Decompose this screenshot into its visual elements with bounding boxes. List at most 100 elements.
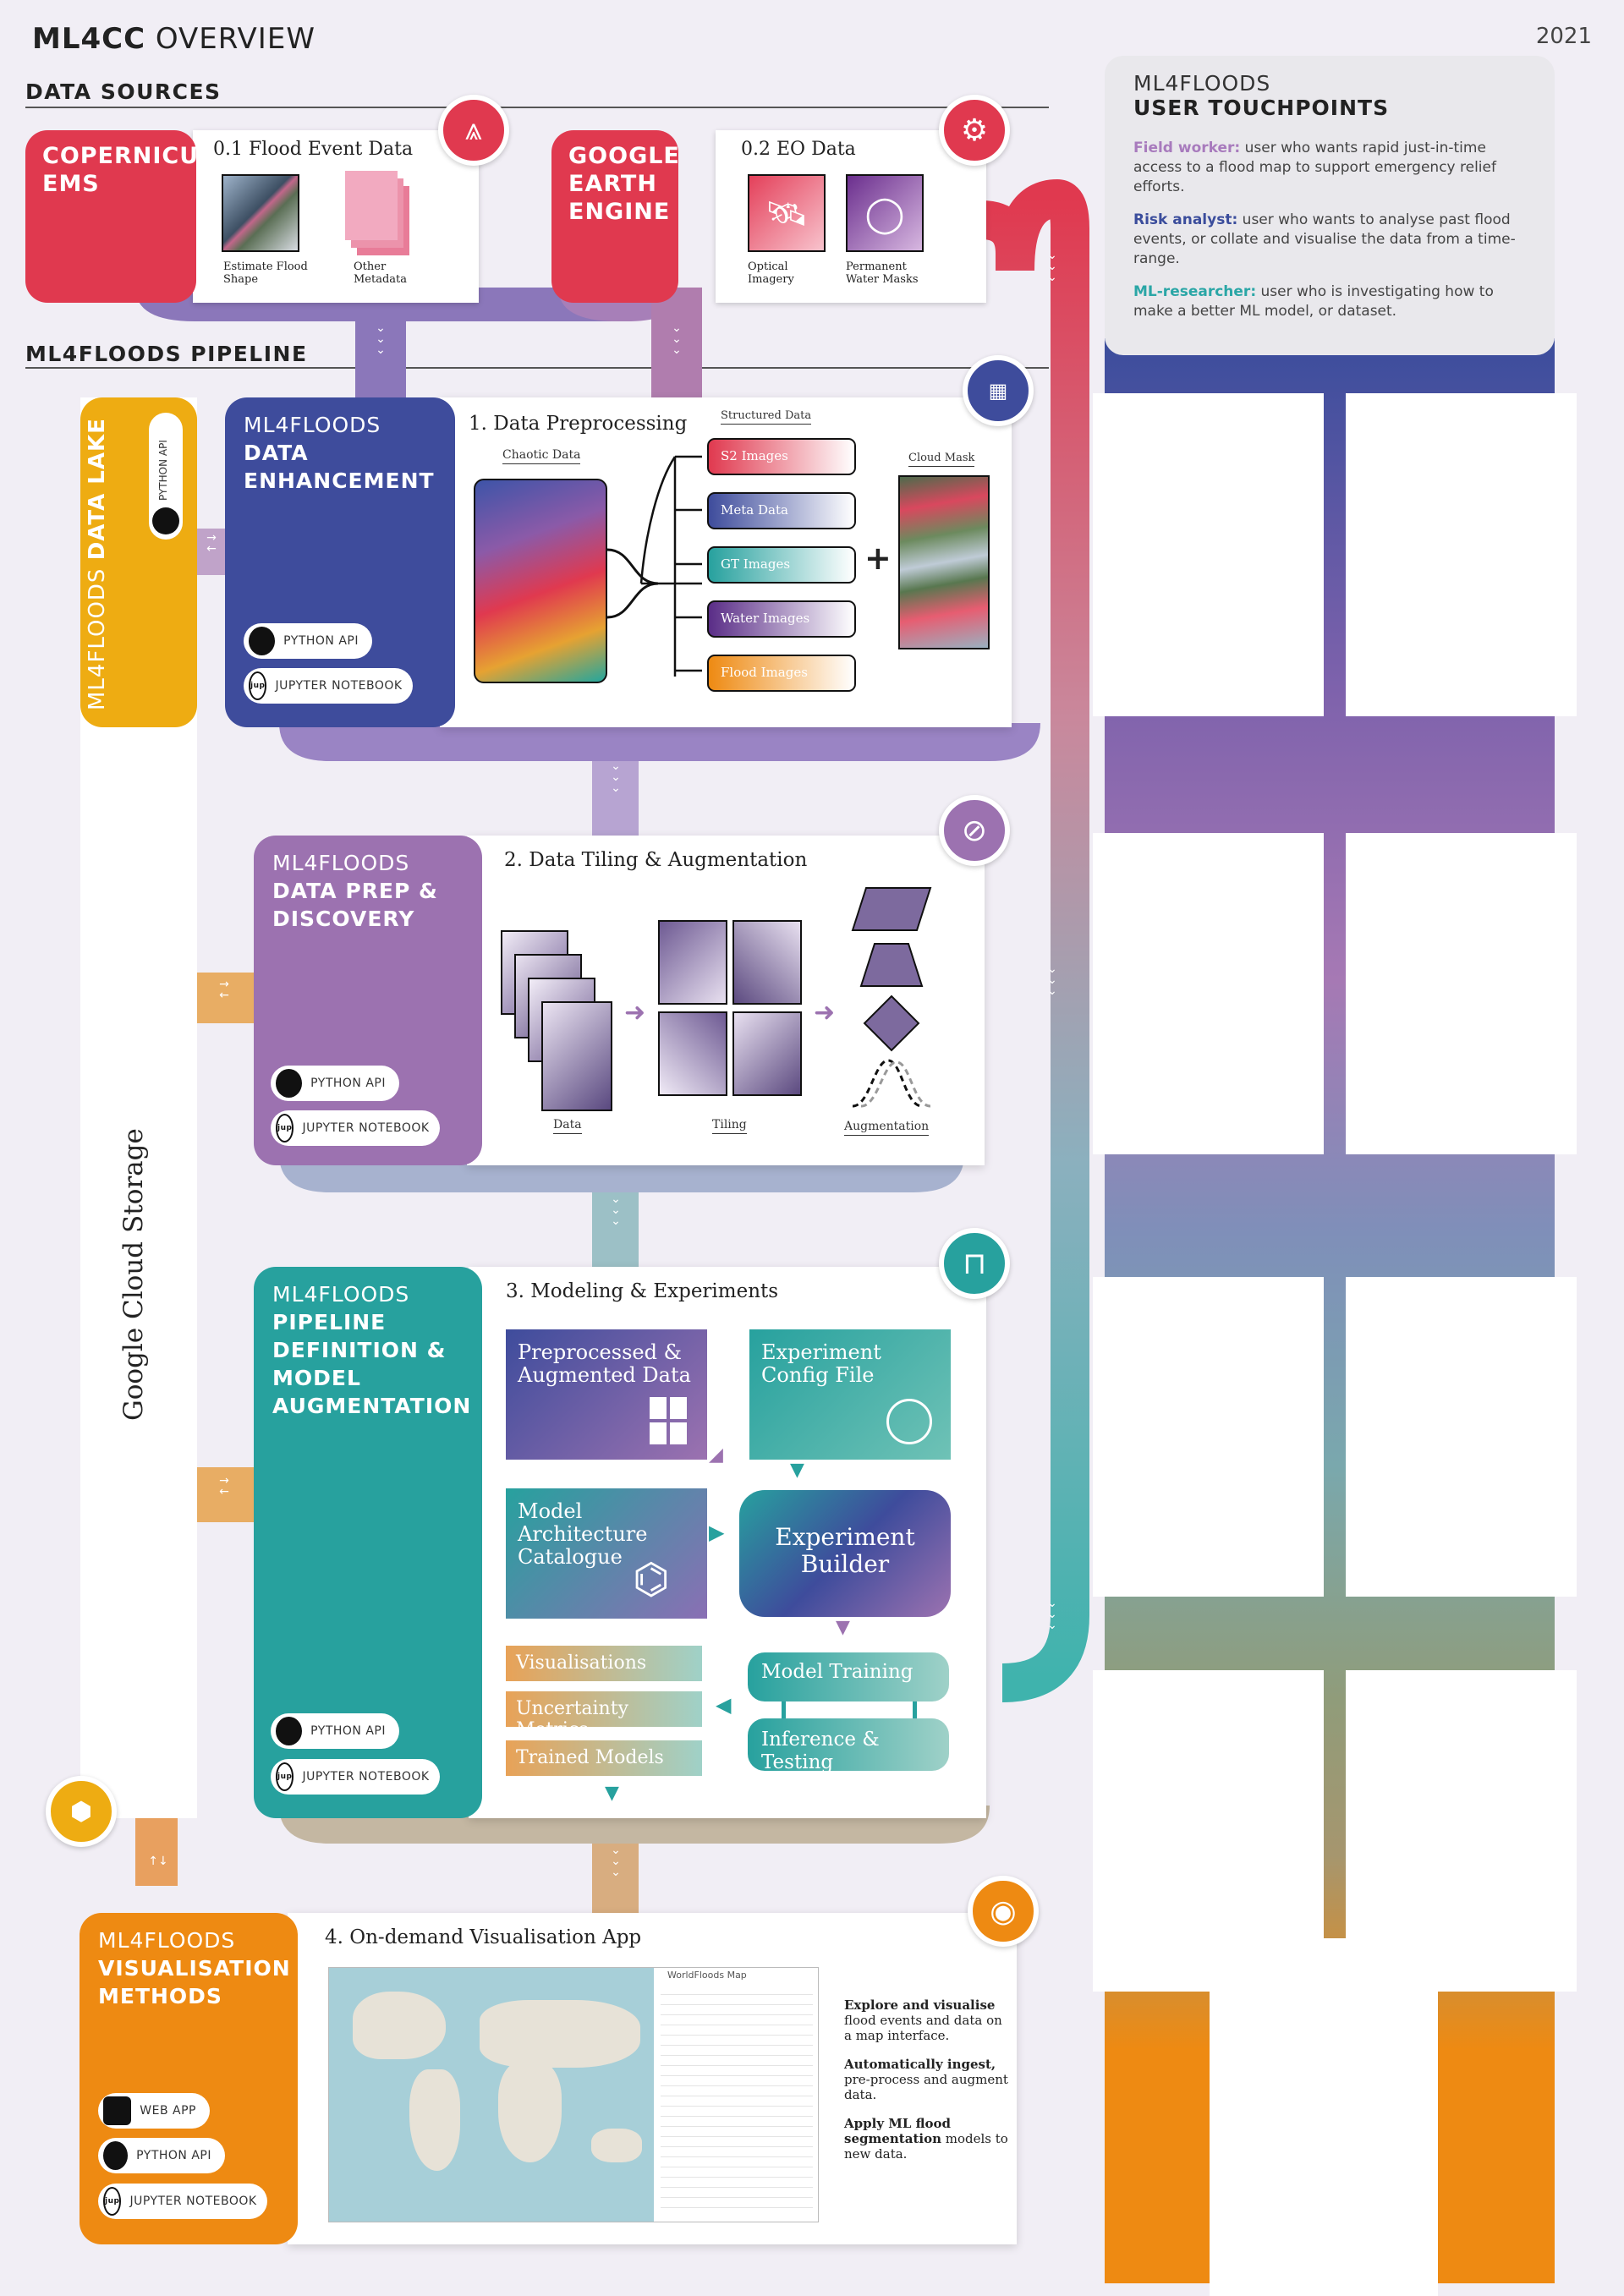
stage4-title: VISUALISATION METHODS — [98, 1956, 291, 2008]
cloud-mask-label: Cloud Mask — [908, 452, 975, 467]
jupyter-icon: jup — [249, 671, 267, 700]
uncertainty-output: Uncertainty Metrics — [506, 1691, 702, 1740]
visualisations-output: Visualisations — [506, 1646, 702, 1681]
neural-network-icon: ⌬ — [633, 1554, 670, 1603]
gee-title: 0.2 EO Data — [741, 139, 856, 160]
inference-testing-block: Inference & Testing — [748, 1718, 949, 1773]
stage2-python-pill[interactable]: PYTHON API — [271, 1066, 399, 1101]
stage4-jupyter-pill[interactable]: jup JUPYTER NOTEBOOK — [98, 2184, 267, 2219]
stage3-title: PIPELINE DEFINITION & MODEL AUGMENTATION — [272, 1310, 472, 1418]
app-notes: Explore and visualise flood events and d… — [844, 1997, 1013, 2162]
arrow-right-icon: ➜ — [624, 998, 646, 1027]
water-drop-thumbnail: ◯ — [846, 174, 924, 252]
touchpoint-panel — [1210, 1938, 1438, 2296]
s2-images-item: S2 Images — [707, 438, 856, 475]
flood-images-item: Flood Images — [707, 655, 856, 692]
stage1-kicker: ML4FLOODS — [244, 413, 381, 437]
arrow-down: ⌄ ⌄ ⌄ — [376, 321, 386, 357]
note-rest: pre-process and augment data. — [844, 2072, 1008, 2102]
data-lake-title: DATA LAKE — [85, 418, 110, 561]
data-lake-label: ML4FLOODS DATA LAKE — [85, 406, 135, 710]
satellite-thumbnail: 🛰 — [748, 174, 826, 252]
database-icon: ▦ — [963, 355, 1034, 426]
chaotic-data-label: Chaotic Data — [502, 448, 581, 464]
gee-card: 0.2 EO Data 🛰 Optical Imagery ◯ Permanen… — [716, 130, 986, 303]
jupyter-icon: jup — [276, 1762, 294, 1791]
world-map — [329, 1968, 654, 2222]
water-masks-label: Permanent Water Masks — [846, 260, 919, 286]
metadata-icon — [345, 171, 413, 255]
role-text: user who wants rapid just-in-time access… — [1133, 140, 1496, 195]
role-name: ML-researcher: — [1133, 283, 1257, 300]
arrow-icon: ◢ — [709, 1444, 723, 1466]
plus-sign: + — [864, 540, 892, 577]
touchpoints-kicker: ML4FLOODS — [1133, 71, 1271, 96]
note-bold: Explore and visualise — [844, 1997, 996, 2013]
storage-label: Google Cloud Storage — [118, 1128, 149, 1421]
optical-imagery-label: Optical Imagery — [748, 260, 794, 286]
copernicus-card: 0.1 Flood Event Data Estimate Flood Shap… — [193, 130, 479, 303]
jupyter-icon: jup — [103, 2187, 122, 2216]
stage1-heading: 1. Data Preprocessing — [469, 413, 688, 435]
stage4-kicker: ML4FLOODS — [98, 1928, 236, 1953]
app-sidebar — [661, 1985, 813, 2213]
stage1-python-pill[interactable]: PYTHON API — [244, 623, 372, 659]
structured-data-label: Structured Data — [721, 409, 812, 425]
stage3-jupyter-pill[interactable]: jup JUPYTER NOTEBOOK — [271, 1759, 440, 1795]
touchpoint-panel — [1346, 393, 1577, 716]
note-bold: Automatically ingest, — [844, 2057, 996, 2072]
touchpoint-panel — [1346, 1277, 1577, 1597]
model-catalogue-block: Model Architecture Catalogue — [506, 1488, 707, 1619]
arrow-icon: ▶ — [709, 1521, 725, 1544]
compass-icon: ⊘ — [939, 795, 1010, 866]
pill-label: PYTHON API — [283, 634, 359, 648]
arrow-exchange: → ← — [206, 531, 217, 556]
grid-icon — [650, 1397, 687, 1444]
tile-d — [732, 1011, 802, 1096]
pill-label: JUPYTER NOTEBOOK — [302, 1770, 430, 1784]
cloud-mask-image — [898, 475, 990, 649]
tiling-label: Tiling — [712, 1118, 747, 1134]
role-text: user who is investigating how to make a … — [1133, 283, 1494, 320]
stage2-kicker: ML4FLOODS — [272, 851, 410, 875]
section-data-sources: DATA SOURCES — [25, 79, 222, 104]
section-pipeline: ML4FLOODS PIPELINE — [25, 342, 308, 366]
arrow-down: ⌄ ⌄ ⌄ — [1047, 249, 1057, 284]
experiment-builder-block: Experiment Builder — [739, 1490, 951, 1617]
copernicus-title: 0.1 Flood Event Data — [213, 139, 414, 160]
touchpoint-panel — [1346, 833, 1577, 1154]
arrow-exchange: → ← — [219, 1474, 229, 1499]
title-bold: ML4CC — [32, 22, 146, 56]
stage4-webapp-pill[interactable]: WEB APP — [98, 2093, 210, 2129]
divider — [25, 107, 1049, 108]
arrow-down: ⌄ ⌄ ⌄ — [1047, 1597, 1057, 1632]
pill-label: PYTHON API — [310, 1724, 386, 1738]
arrow-down: ⌄ ⌄ ⌄ — [611, 1192, 621, 1228]
split-connector — [607, 455, 702, 677]
note-rest: models to new data. — [844, 2131, 1008, 2162]
role-risk-analyst: Risk analyst: user who wants to analyse … — [1133, 211, 1526, 269]
gear-icon: ⚙ — [939, 95, 1010, 166]
stage3-python-pill[interactable]: PYTHON API — [271, 1713, 399, 1749]
arrow-down: ⌄ ⌄ ⌄ — [1047, 962, 1057, 998]
stage4-python-pill[interactable]: PYTHON API — [98, 2138, 225, 2173]
arrow-exchange: ↑↓ — [148, 1855, 168, 1868]
pill-label: JUPYTER NOTEBOOK — [129, 2195, 257, 2208]
touchpoint-panel — [1093, 1670, 1324, 1992]
copernicus-icon: ⩓ — [438, 95, 509, 166]
pill-label: JUPYTER NOTEBOOK — [275, 679, 403, 693]
touchpoint-panel — [1093, 833, 1324, 1154]
stage1-jupyter-pill[interactable]: jup JUPYTER NOTEBOOK — [244, 668, 413, 704]
touchpoint-panel — [1346, 1670, 1577, 1992]
stage2-jupyter-pill[interactable]: jup JUPYTER NOTEBOOK — [271, 1110, 440, 1146]
flood-shape-label: Estimate Flood Shape — [223, 260, 308, 286]
tile-b — [732, 920, 802, 1005]
stage3-kicker: ML4FLOODS — [272, 1282, 410, 1307]
arrow-down: ⌄ ⌄ ⌄ — [672, 321, 682, 357]
pill-label: PYTHON API — [136, 2149, 211, 2162]
python-api-label: PYTHON API — [157, 440, 169, 501]
note-bold: Apply ML flood segmentation — [844, 2116, 952, 2146]
gt-images-item: GT Images — [707, 546, 856, 584]
page-title: ML4CC OVERVIEW — [32, 22, 315, 56]
role-field-worker: Field worker: user who wants rapid just-… — [1133, 139, 1526, 197]
